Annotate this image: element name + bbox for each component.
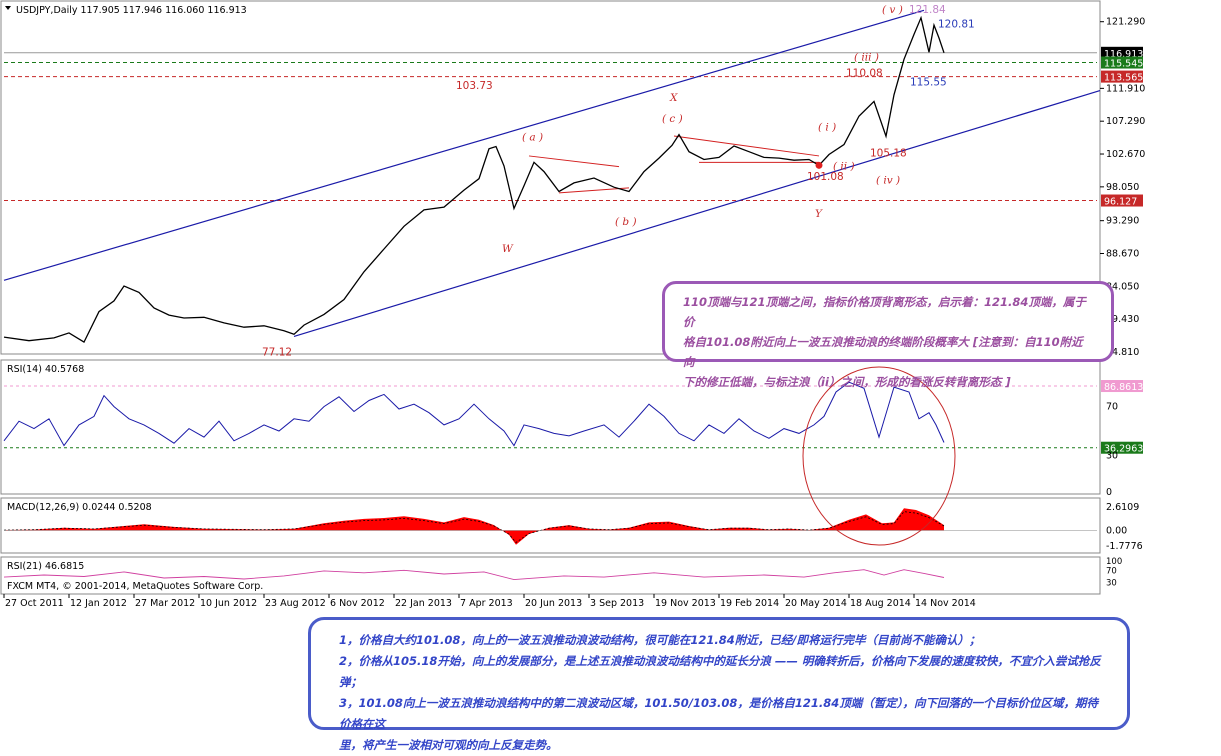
price-tick-label: 74.810 bbox=[1106, 347, 1139, 358]
elliott-wave-label: ( i ) bbox=[818, 121, 836, 133]
elliott-wave-label: X bbox=[669, 92, 678, 104]
wave-value-label: 121.84 bbox=[909, 4, 946, 16]
price-badge bbox=[1101, 194, 1143, 207]
x-tick-label: 18 Aug 2014 bbox=[850, 598, 911, 609]
rsi21-layer bbox=[3, 569, 945, 581]
wave-value-label: 120.81 bbox=[938, 18, 975, 30]
wave-value-label: 101.08 bbox=[807, 171, 844, 183]
x-tick-label: 20 May 2014 bbox=[785, 598, 847, 609]
price-line bbox=[3, 15, 945, 344]
price-layer bbox=[3, 9, 1101, 344]
summary-line: 1，价格自大约101.08，向上的一波五浪推动浪波动结构，很可能在121.84附… bbox=[339, 633, 981, 647]
x-tick-label: 23 Aug 2012 bbox=[265, 598, 326, 609]
elliott-wave-label: ( a ) bbox=[522, 131, 543, 143]
rsi-badge bbox=[1101, 441, 1143, 454]
x-tick-label: 22 Jan 2013 bbox=[395, 598, 452, 609]
low-marker bbox=[815, 161, 823, 169]
summary-note: 1，价格自大约101.08，向上的一波五浪推动浪波动结构，很可能在121.84附… bbox=[308, 617, 1130, 752]
wave-value-label: 115.55 bbox=[910, 77, 947, 89]
price-tick-label: 79.430 bbox=[1106, 314, 1139, 325]
price-badge-label: 116.913 bbox=[1104, 49, 1143, 60]
divergence-note: 110顶端与121顶端之间，指标价格顶背离形态，启示着：121.84顶端，属于价… bbox=[662, 281, 1114, 389]
price-tick-label: 84.050 bbox=[1106, 281, 1139, 292]
divergence-ellipse bbox=[802, 366, 956, 546]
x-tick-label: 19 Nov 2013 bbox=[655, 598, 716, 609]
divergence-note-line: 110顶端与121顶端之间，指标价格顶背离形态，启示着：121.84顶端，属于价 bbox=[683, 295, 1086, 329]
wave-value-label: 103.73 bbox=[456, 80, 493, 92]
price-badge-label: 96.127 bbox=[1104, 197, 1137, 208]
price-tick-label: 121.290 bbox=[1106, 17, 1145, 28]
elliott-wave-label: ( iii ) bbox=[854, 52, 879, 64]
rsi-badge bbox=[1101, 380, 1143, 393]
elliott-wave-label: ( v ) bbox=[882, 4, 903, 16]
macd-label: MACD(12,26,9) 0.0244 0.5208 bbox=[7, 502, 152, 513]
rsi-tick-label: 0 bbox=[1106, 487, 1112, 498]
pattern-line bbox=[528, 155, 620, 168]
x-tick-label: 27 Oct 2011 bbox=[5, 598, 64, 609]
rsi-badge-label: 86.8613 bbox=[1104, 382, 1143, 393]
rsi14-panel bbox=[0, 359, 1101, 495]
rsi14-label: RSI(14) 40.5768 bbox=[7, 364, 84, 375]
rsi-badge-label: 36.2963 bbox=[1104, 444, 1143, 455]
rsi21-panel bbox=[0, 556, 1101, 595]
price-badge-label: 115.545 bbox=[1104, 59, 1143, 70]
elliott-wave-label: Y bbox=[815, 208, 823, 220]
price-tick-label: 107.290 bbox=[1106, 116, 1145, 127]
rsi21-label: RSI(21) 46.6815 bbox=[7, 561, 84, 572]
x-tick-label: 14 Nov 2014 bbox=[915, 598, 976, 609]
rsi21-tick-label: 70 bbox=[1106, 566, 1117, 576]
price-tick-label: 102.670 bbox=[1106, 149, 1145, 160]
rsi14-line bbox=[3, 381, 945, 447]
wave-value-label: 110.08 bbox=[846, 67, 883, 79]
summary-line: 3，101.08向上一波五浪推动浪结构中的第二浪波动区域，101.50/103.… bbox=[339, 696, 1098, 731]
rsi21-tick-label: 100 bbox=[1106, 557, 1122, 567]
rsi-tick-label: 30 bbox=[1106, 450, 1118, 461]
elliott-wave-label: ( b ) bbox=[615, 216, 637, 228]
x-tick-label: 6 Nov 2012 bbox=[330, 598, 385, 609]
elliott-wave-label: W bbox=[502, 243, 514, 255]
macd-tick-label: -1.7776 bbox=[1106, 541, 1143, 552]
pattern-line bbox=[673, 135, 820, 157]
price-badge bbox=[1101, 46, 1143, 59]
elliott-wave-label: ( ii ) bbox=[833, 160, 855, 172]
price-badge bbox=[1101, 56, 1143, 69]
x-tick-label: 19 Feb 2014 bbox=[720, 598, 779, 609]
price-badge-label: 113.565 bbox=[1104, 73, 1143, 84]
symbol-header: USDJPY,Daily 117.905 117.946 116.060 116… bbox=[16, 5, 247, 16]
label-layer: 103.73 77.12 110.08 105.18 101.08 115.55 120.8… bbox=[262, 4, 975, 546]
rsi14-layer bbox=[3, 381, 1097, 449]
x-tick-label: 12 Jan 2012 bbox=[70, 598, 127, 609]
dropdown-icon bbox=[5, 6, 11, 10]
channel-upper-line bbox=[3, 9, 925, 281]
price-tick-label: 88.670 bbox=[1106, 249, 1139, 260]
x-tick-label: 3 Sep 2013 bbox=[590, 598, 644, 609]
macd-signal-line bbox=[3, 511, 945, 544]
channel-lower-line bbox=[293, 89, 1101, 338]
price-tick-label: 98.050 bbox=[1106, 182, 1139, 193]
price-badge bbox=[1101, 70, 1143, 83]
wave-value-label: 77.12 bbox=[262, 347, 292, 359]
summary-line: 2，价格从105.18开始，向上的发展部分，是上述五浪推动浪波动结构中的延长分浪… bbox=[339, 654, 1101, 689]
macd-tick-label: 0.00 bbox=[1106, 525, 1127, 536]
price-tick-label: 111.910 bbox=[1106, 83, 1145, 94]
copyright-text: FXCM MT4, © 2001-2014, MetaQuotes Softwa… bbox=[7, 581, 263, 592]
elliott-wave-label: ( c ) bbox=[662, 113, 683, 125]
rsi-tick-label: 70 bbox=[1106, 402, 1118, 413]
x-tick-label: 20 Jun 2013 bbox=[525, 598, 582, 609]
divergence-note-line: 格自101.08附近向上一波五浪推动浪的终端阶段概率大 [注意到：自110附近向 bbox=[683, 335, 1083, 369]
price-tick-label: 93.290 bbox=[1106, 216, 1139, 227]
wave-value-label: 105.18 bbox=[870, 148, 907, 160]
x-tick-label: 27 Mar 2012 bbox=[135, 598, 195, 609]
macd-layer bbox=[3, 508, 1097, 545]
rsi21-line bbox=[3, 569, 945, 581]
rsi21-tick-label: 30 bbox=[1106, 579, 1117, 589]
macd-histogram bbox=[4, 508, 944, 545]
macd-tick-label: 2.6109 bbox=[1106, 502, 1139, 513]
divergence-note-line: 下的修正低端，与标注浪（ii）之间，形成的看涨反转背离形态 ] bbox=[683, 375, 1011, 389]
elliott-wave-label: ( iv ) bbox=[876, 175, 900, 187]
x-tick-label: 10 Jun 2012 bbox=[200, 598, 257, 609]
x-tick-label: 7 Apr 2013 bbox=[460, 598, 513, 609]
